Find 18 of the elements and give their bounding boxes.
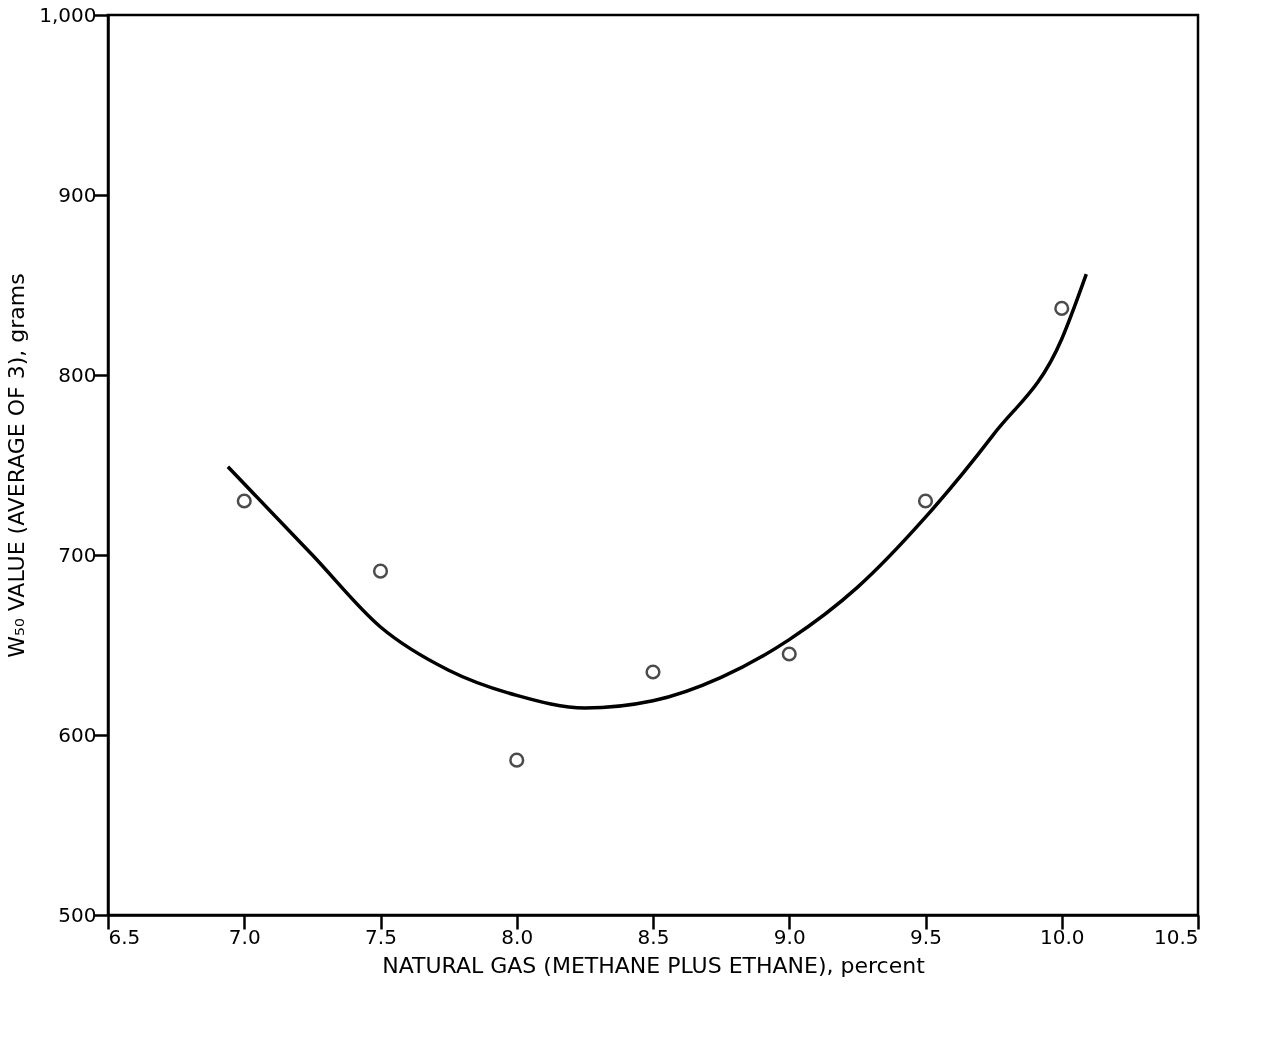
y-tick-label: 700 xyxy=(58,542,97,567)
y-tick-label: 900 xyxy=(58,182,97,207)
x-tick-label: 8.0 xyxy=(501,924,534,949)
x-tick-label: 9.5 xyxy=(910,924,942,949)
y-axis-title: W₅₀ VALUE (AVERAGE OF 3), grams xyxy=(4,273,30,658)
x-tick-label: 6.5 xyxy=(108,924,141,949)
x-axis-title: NATURAL GAS (METHANE PLUS ETHANE), percent xyxy=(382,952,926,978)
y-tick-label: 800 xyxy=(58,362,97,387)
x-tick-label: 8.5 xyxy=(637,924,670,949)
line-series xyxy=(226,272,1089,710)
x-tick-label: 9.0 xyxy=(773,924,806,949)
x-tick-label: 7.0 xyxy=(228,924,261,949)
x-tick-label: 10.5 xyxy=(1153,924,1199,949)
x-tick-label: 7.5 xyxy=(365,924,397,949)
y-tick-label: 600 xyxy=(58,722,97,747)
y-tick-label: 500 xyxy=(58,902,97,927)
y-tick-label: 1,000 xyxy=(39,2,97,27)
x-tick-label: 10.0 xyxy=(1039,924,1085,949)
